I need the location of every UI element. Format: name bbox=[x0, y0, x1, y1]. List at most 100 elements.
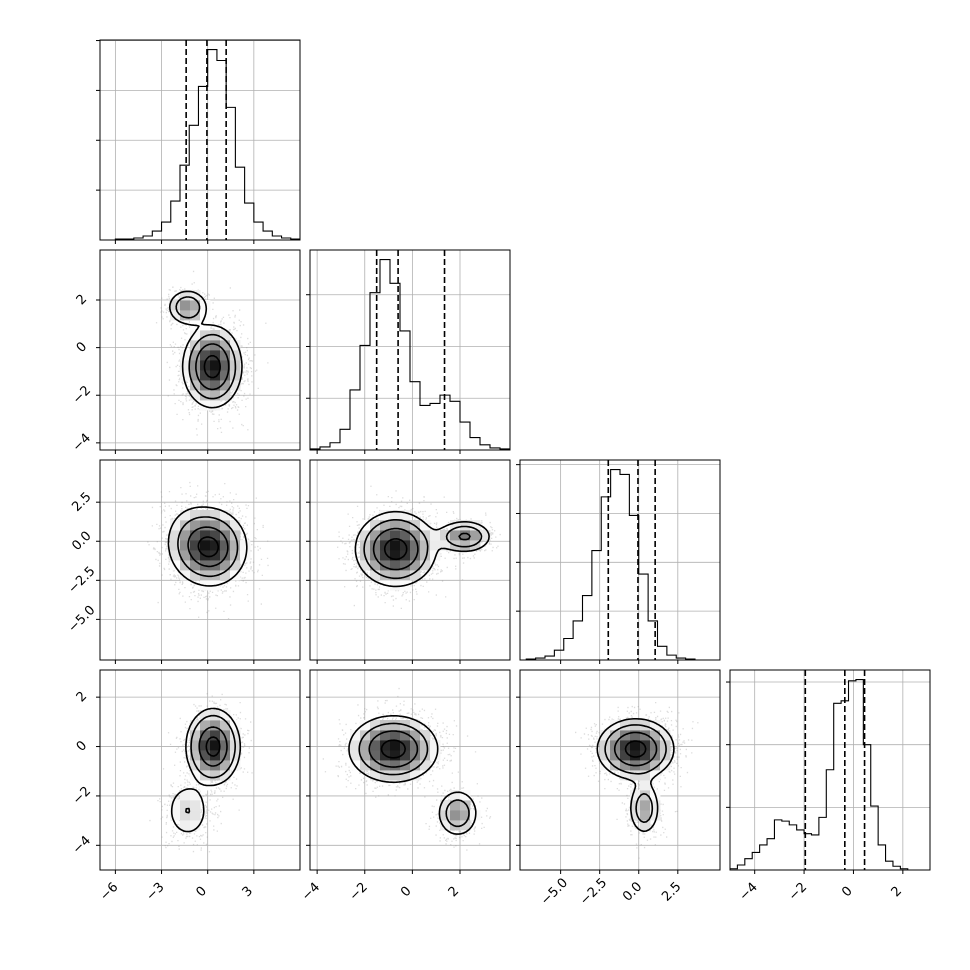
density-cell bbox=[400, 520, 411, 531]
density-cell bbox=[200, 540, 211, 551]
y-tick-label: −4 bbox=[70, 833, 94, 857]
density-cell bbox=[220, 360, 231, 371]
density-cell bbox=[190, 570, 201, 581]
y-tick-label: −2.5 bbox=[66, 564, 99, 597]
density-cell bbox=[210, 550, 221, 561]
density-cell bbox=[400, 750, 411, 761]
contour-line bbox=[613, 731, 658, 767]
density-cell bbox=[640, 750, 651, 761]
density-cell bbox=[440, 530, 451, 541]
density-cell bbox=[370, 770, 381, 781]
density-cell bbox=[180, 820, 191, 831]
contour-line bbox=[169, 290, 243, 409]
density-cell bbox=[180, 550, 191, 561]
density-cell bbox=[650, 810, 661, 821]
density-cell bbox=[190, 330, 201, 341]
density-cell bbox=[380, 530, 391, 541]
density-cell bbox=[460, 540, 471, 551]
density-cell bbox=[420, 530, 431, 541]
density-cell bbox=[430, 750, 441, 761]
hist-panel-0 bbox=[96, 39, 301, 244]
density-cell bbox=[380, 560, 391, 571]
hist-panel-3: −4 −2 0 2 bbox=[726, 669, 931, 904]
density-cell bbox=[220, 560, 231, 571]
contour-line bbox=[198, 726, 228, 767]
density-cell bbox=[360, 720, 371, 731]
pair-density bbox=[149, 693, 253, 853]
density-cell bbox=[200, 370, 211, 381]
density-cell bbox=[400, 530, 411, 541]
density-cell bbox=[210, 370, 221, 381]
density-cell bbox=[230, 380, 241, 391]
density-cell bbox=[400, 570, 411, 581]
density-cell bbox=[170, 550, 181, 561]
density-cell bbox=[200, 760, 211, 771]
density-cell bbox=[420, 730, 431, 741]
density-cell bbox=[650, 720, 661, 731]
density-cell bbox=[360, 750, 371, 761]
y-tick-label: −2 bbox=[70, 784, 94, 808]
histogram-step-line bbox=[114, 48, 300, 240]
pair-panel-1-3: −4 −2 0 2 bbox=[299, 669, 511, 904]
contour-line bbox=[363, 519, 483, 580]
density-cell bbox=[640, 800, 651, 811]
x-tick-label: −4 bbox=[737, 880, 761, 904]
contour-line bbox=[205, 736, 221, 757]
density-cell bbox=[640, 720, 651, 731]
density-cell bbox=[390, 760, 401, 771]
pair-panel-0-2: −5.0 −2.5 0.0 2.5 bbox=[66, 459, 301, 664]
density-cell bbox=[220, 530, 231, 541]
density-cell bbox=[600, 750, 611, 761]
pair-density bbox=[337, 485, 501, 609]
density-cell bbox=[170, 800, 181, 811]
contour-line bbox=[348, 715, 477, 835]
density-cell bbox=[410, 540, 421, 551]
density-cell bbox=[170, 810, 181, 821]
density-cell bbox=[210, 730, 221, 741]
density-cell bbox=[220, 540, 231, 551]
density-cell bbox=[230, 760, 241, 771]
density-cell bbox=[450, 790, 461, 801]
density-cell bbox=[400, 560, 411, 571]
density-cell bbox=[190, 290, 201, 301]
density-cell bbox=[180, 360, 191, 371]
density-cell bbox=[440, 800, 451, 811]
density-cell bbox=[210, 380, 221, 391]
density-cell bbox=[190, 550, 201, 561]
density-cell bbox=[190, 800, 201, 811]
x-tick-label: −3 bbox=[143, 880, 167, 904]
density-cell bbox=[360, 760, 371, 771]
density-cell bbox=[630, 800, 641, 811]
contour-line bbox=[624, 740, 647, 758]
density-cell bbox=[460, 810, 471, 821]
density-cell bbox=[220, 520, 231, 531]
density-cell bbox=[190, 730, 201, 741]
density-cell bbox=[220, 770, 231, 781]
density-cell bbox=[650, 730, 661, 741]
density-cell bbox=[610, 730, 621, 741]
density-cell bbox=[190, 540, 201, 551]
density-cell bbox=[220, 760, 231, 771]
density-cell bbox=[620, 720, 631, 731]
contour-line bbox=[203, 355, 221, 379]
pair-density bbox=[322, 687, 492, 851]
histogram-step-line bbox=[525, 468, 714, 660]
density-cell bbox=[630, 750, 641, 761]
pair-panel-0-3: −4 −2 0 2 −6 −3 0 3 bbox=[70, 669, 301, 904]
density-cell bbox=[370, 740, 381, 751]
density-cell bbox=[390, 530, 401, 541]
density-cell bbox=[660, 760, 671, 771]
density-cell bbox=[200, 340, 211, 351]
density-cell bbox=[210, 520, 221, 531]
density-cell bbox=[370, 560, 381, 571]
density-cell bbox=[420, 750, 431, 761]
density-cell bbox=[190, 810, 201, 821]
density-cell bbox=[350, 730, 361, 741]
density-cell bbox=[370, 530, 381, 541]
density-cell bbox=[200, 350, 211, 361]
density-cell bbox=[390, 720, 401, 731]
contour-line bbox=[604, 724, 667, 823]
density-cell bbox=[170, 530, 181, 541]
pair-panel-2-3: −5.0 −2.5 0.0 2.5 bbox=[516, 669, 721, 908]
density-cell bbox=[450, 800, 461, 811]
